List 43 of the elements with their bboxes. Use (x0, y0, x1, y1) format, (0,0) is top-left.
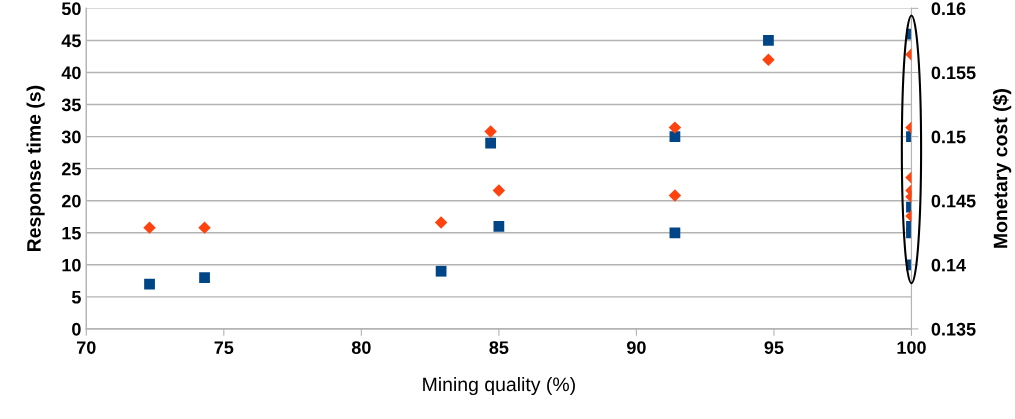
y-tick-label: 50 (61, 2, 81, 16)
point (199, 272, 210, 284)
x-tick-label: 90 (626, 341, 646, 354)
point (762, 53, 775, 66)
x-tick-label: 95 (764, 341, 784, 354)
y-tick-label: 10 (62, 258, 81, 272)
x-tick-label: 80 (351, 341, 371, 354)
y-tick-label: 40 (61, 66, 81, 80)
point (669, 131, 681, 142)
y2-tick-label: 0.14 (931, 258, 966, 272)
x-tick-label: 75 (214, 341, 234, 354)
y2-tick-label: 0.16 (931, 2, 966, 16)
y-axis-title: Response time (s) (26, 85, 45, 252)
y-tick-label: 15 (62, 226, 81, 240)
point (198, 221, 211, 234)
y2-tick-label: 0.145 (931, 194, 976, 208)
point (435, 265, 447, 277)
y-tick-label: 30 (61, 130, 81, 144)
point (492, 184, 506, 197)
point (763, 35, 774, 46)
y2-tick-label: 0.135 (931, 322, 976, 336)
y2-tick-label: 0.15 (931, 130, 966, 144)
x-axis-title: Mining quality (%) (423, 377, 575, 396)
x-tick-label: 70 (77, 341, 96, 354)
y2-axis-title: Monetary cost ($) (992, 89, 1012, 248)
point (493, 220, 505, 232)
y2-tick-label: 0.155 (931, 66, 976, 80)
y-tick-label: 25 (61, 162, 81, 176)
y-tick-label: 0 (72, 322, 81, 336)
point (668, 121, 682, 134)
point (143, 221, 156, 234)
y-tick-label: 45 (61, 34, 81, 48)
y-tick-label: 35 (61, 98, 81, 112)
point (144, 278, 155, 290)
point (434, 216, 448, 229)
x-tick-label: 100 (897, 341, 926, 354)
y-tick-label: 5 (71, 290, 81, 304)
point (485, 137, 496, 149)
y-tick-label: 20 (61, 194, 81, 208)
point (669, 227, 681, 239)
point (668, 189, 682, 202)
point (484, 125, 497, 138)
x-tick-label: 85 (489, 341, 509, 354)
